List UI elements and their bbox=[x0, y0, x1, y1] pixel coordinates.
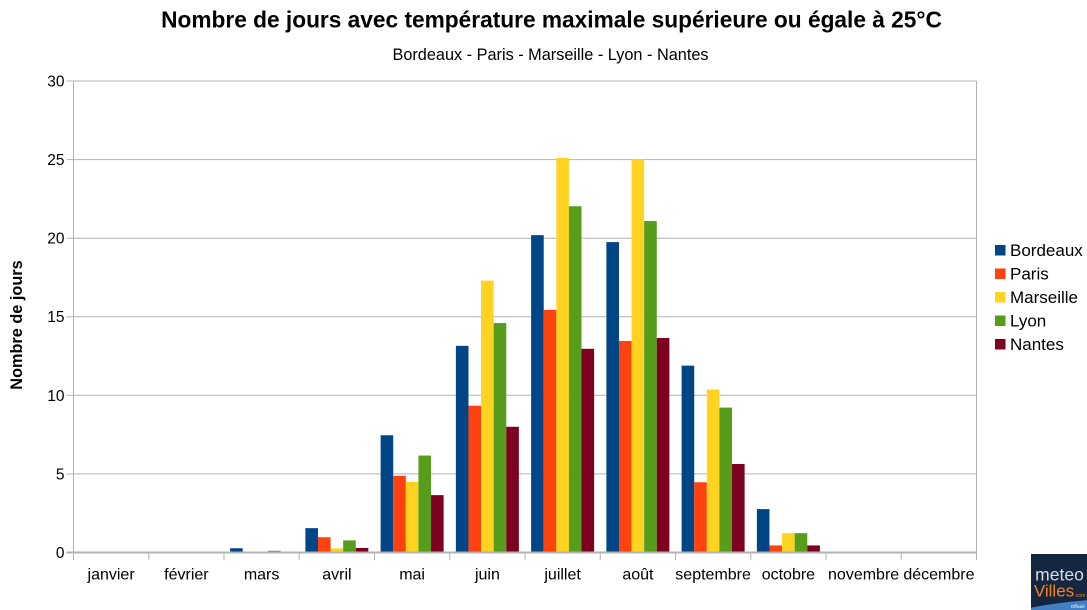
svg-text:novembre: novembre bbox=[828, 567, 899, 584]
svg-text:septembre: septembre bbox=[675, 567, 751, 584]
svg-text:avril: avril bbox=[322, 567, 351, 584]
svg-text:30: 30 bbox=[47, 74, 65, 91]
svg-text:15: 15 bbox=[47, 309, 64, 326]
svg-text:.com: .com bbox=[1075, 593, 1086, 599]
svg-text:janvier: janvier bbox=[87, 567, 136, 584]
svg-text:mars: mars bbox=[244, 567, 280, 584]
svg-text:Nantes: Nantes bbox=[1010, 335, 1064, 354]
svg-text:juin: juin bbox=[474, 567, 500, 584]
svg-text:Paris: Paris bbox=[1010, 265, 1049, 284]
svg-text:Bordeaux - Paris - Marseille -: Bordeaux - Paris - Marseille - Lyon - Na… bbox=[392, 46, 708, 64]
svg-text:20: 20 bbox=[47, 231, 65, 248]
svg-text:Officiel: Officiel bbox=[1071, 604, 1085, 609]
svg-text:Nombre de jours: Nombre de jours bbox=[8, 260, 26, 389]
svg-text:Marseille: Marseille bbox=[1010, 288, 1078, 307]
svg-text:juillet: juillet bbox=[543, 567, 581, 584]
svg-text:meteo: meteo bbox=[1035, 565, 1084, 585]
svg-text:5: 5 bbox=[56, 466, 65, 483]
svg-text:août: août bbox=[622, 567, 654, 584]
svg-text:Bordeaux: Bordeaux bbox=[1010, 241, 1083, 260]
svg-text:février: février bbox=[164, 567, 209, 584]
svg-text:25: 25 bbox=[47, 152, 64, 169]
svg-text:mai: mai bbox=[399, 567, 425, 584]
svg-text:Lyon: Lyon bbox=[1010, 312, 1046, 331]
svg-text:octobre: octobre bbox=[762, 567, 815, 584]
svg-text:0: 0 bbox=[56, 545, 65, 562]
svg-text:Villes: Villes bbox=[1034, 582, 1074, 601]
svg-text:Nombre de jours avec températu: Nombre de jours avec température maximal… bbox=[161, 6, 942, 32]
svg-text:10: 10 bbox=[47, 388, 65, 405]
svg-text:décembre: décembre bbox=[903, 567, 974, 584]
